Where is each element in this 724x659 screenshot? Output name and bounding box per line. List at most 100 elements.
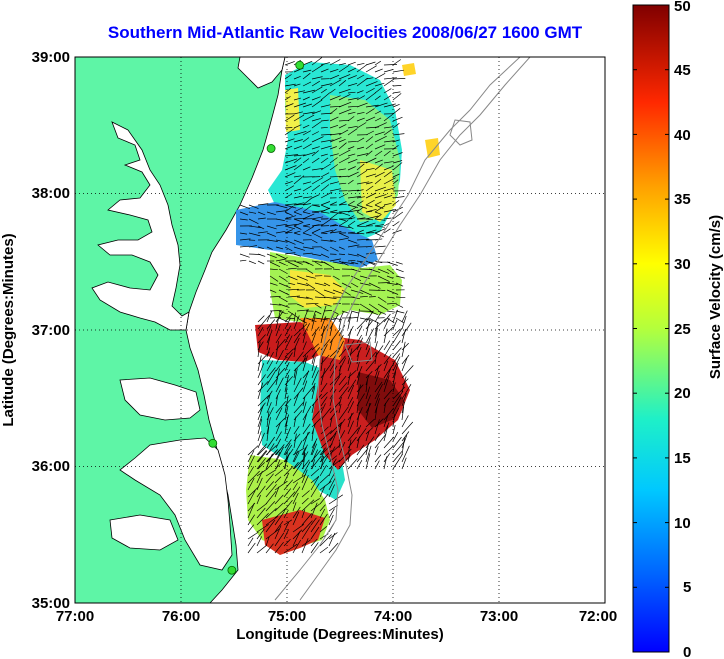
velocity-vector (293, 111, 303, 115)
velocity-vector (320, 62, 330, 66)
velocity-vector (347, 453, 351, 463)
velocity-vector (395, 296, 406, 299)
velocity-vector (392, 196, 405, 199)
velocity-vector (310, 475, 320, 484)
velocity-vector (374, 365, 380, 379)
velocity-vector (320, 92, 331, 101)
velocity-vector (401, 415, 409, 428)
velocity-vector (350, 275, 362, 282)
velocity-vector (383, 195, 393, 199)
velocity-vector (356, 62, 365, 66)
velocity-vector (356, 325, 363, 337)
velocity-vector (395, 261, 403, 265)
plot-area (74, 56, 606, 604)
velocity-vector (275, 422, 281, 435)
velocity-vector (347, 220, 356, 227)
velocity-vector (284, 395, 289, 414)
colorbar-tick-label: 15 (674, 450, 691, 467)
velocity-vector (314, 310, 322, 315)
velocity-vector (374, 68, 383, 73)
velocity-vector (338, 355, 346, 365)
velocity-vector (311, 260, 324, 263)
velocity-vector (311, 416, 323, 428)
velocity-vector (386, 282, 398, 285)
velocity-vector (320, 326, 325, 344)
velocity-vector (256, 513, 269, 526)
velocity-vector (296, 303, 304, 308)
velocity-vector (356, 64, 368, 73)
velocity-vector (392, 356, 401, 372)
velocity-vector (275, 333, 282, 344)
velocity-vector (248, 260, 257, 265)
velocity-vector (275, 239, 288, 243)
velocity-vector (329, 116, 339, 122)
velocity-vector (374, 393, 380, 407)
velocity-vector (374, 232, 384, 238)
velocity-vector (401, 431, 410, 442)
velocity-vector (292, 492, 299, 505)
velocity-vector (247, 531, 259, 540)
velocity-vector (356, 337, 364, 351)
velocity-vector (320, 246, 329, 252)
velocity-vector (257, 404, 264, 421)
velocity-vector (386, 268, 395, 274)
velocity-vector (319, 481, 332, 491)
velocity-vector (365, 157, 377, 164)
velocity-vector (383, 217, 392, 220)
velocity-vector (383, 436, 395, 449)
velocity-vector (266, 417, 271, 435)
velocity-vector (365, 403, 371, 421)
velocity-vector (311, 136, 324, 143)
velocity-vector (395, 317, 404, 324)
velocity-vector (347, 125, 358, 129)
velocity-vector (266, 347, 271, 358)
velocity-vector (328, 514, 334, 526)
velocity-vector (338, 193, 347, 199)
velocity-vector (266, 393, 271, 407)
velocity-vector (332, 275, 340, 281)
y-tick-label: 39:00 (32, 49, 70, 66)
velocity-vector (374, 211, 381, 215)
velocity-vector (269, 268, 278, 271)
velocity-vector (302, 205, 312, 213)
velocity-vector (311, 382, 316, 393)
velocity-vector (275, 438, 282, 449)
velocity-vector (257, 382, 264, 400)
velocity-vector (328, 455, 338, 463)
velocity-vector (356, 238, 369, 241)
velocity-vector (296, 275, 308, 281)
velocity-vector (311, 211, 320, 214)
velocity-vector (365, 310, 374, 323)
velocity-vector (257, 374, 266, 386)
velocity-vector (374, 131, 385, 136)
velocity-vector (293, 347, 296, 358)
velocity-vector (302, 151, 316, 157)
velocity-vector (284, 87, 292, 94)
velocity-vector (275, 407, 283, 421)
velocity-patch-hot-core (358, 372, 404, 428)
velocity-vector (347, 179, 354, 185)
velocity-vector (275, 258, 286, 262)
velocity-vector (283, 472, 290, 484)
velocity-vector (392, 347, 402, 358)
velocity-vector (311, 356, 316, 372)
velocity-vector (383, 126, 394, 129)
velocity-vector (365, 199, 375, 206)
velocity-vector (287, 288, 299, 291)
velocity-vector (311, 204, 320, 207)
velocity-vector (383, 228, 391, 234)
velocity-vector (320, 305, 327, 323)
velocity-vector (274, 511, 285, 526)
velocity-vector (256, 443, 268, 456)
velocity-vector (293, 387, 304, 400)
velocity-vector (293, 368, 297, 379)
velocity-vector (347, 206, 357, 213)
velocity-vector (293, 75, 301, 80)
velocity-vector (374, 433, 380, 442)
velocity-vector (392, 436, 402, 449)
velocity-vector (338, 253, 346, 255)
velocity-vector (401, 445, 410, 463)
velocity-vector (319, 447, 326, 456)
velocity-vector (374, 454, 382, 463)
velocity-vector (329, 209, 338, 213)
